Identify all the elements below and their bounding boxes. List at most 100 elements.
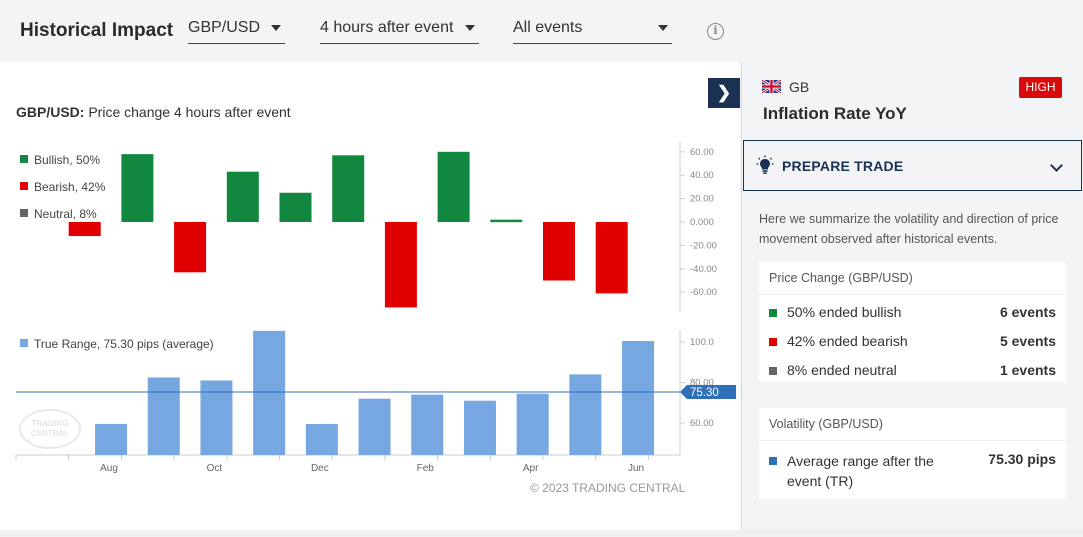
price-y-tick-label: 20.00 (690, 194, 714, 205)
lightbulb-icon (756, 155, 774, 174)
range-x-tick-label: Apr (523, 463, 539, 474)
true-range-bar (622, 340, 655, 455)
range-x-tick-label: Aug (100, 463, 118, 474)
price-change-bar (68, 222, 101, 237)
price-legend-label: Bearish, 42% (34, 180, 106, 194)
range-x-tick-label: Oct (207, 463, 223, 474)
price-y-tick-label: -40.00 (690, 264, 717, 275)
price-change-row-bullish: 50% ended bullish 6 events (759, 298, 1066, 327)
chart-area: GBP/USD: Price change 4 hours after even… (0, 62, 740, 530)
trading-central-watermark: TRADING CENTRAL (19, 409, 81, 449)
true-range-bar (411, 394, 444, 455)
volatility-heading: Volatility (GBP/USD) (759, 408, 1066, 441)
volatility-value: 75.30 pips (988, 451, 1056, 467)
chevron-down-icon (465, 25, 475, 31)
bullish-legend-square (769, 309, 777, 317)
price-change-list: 50% ended bullish 6 events 42% ended bea… (759, 295, 1066, 385)
svg-text:CENTRAL: CENTRAL (31, 429, 69, 438)
events-select-value: All events (513, 19, 583, 36)
price-legend-swatch (20, 155, 28, 163)
volatility-card: Volatility (GBP/USD) Average range after… (759, 408, 1066, 499)
time-select[interactable]: 4 hours after event (320, 17, 479, 44)
neutral-legend-square (769, 367, 777, 375)
true-range-bar (463, 400, 496, 455)
row-value: 6 events (999, 304, 1056, 320)
price-change-bar (121, 154, 154, 222)
pair-select[interactable]: GBP/USD (188, 17, 285, 44)
price-change-bar (384, 222, 417, 308)
expand-panel-button[interactable]: ❯ (708, 78, 740, 108)
price-change-bar (226, 171, 259, 222)
price-y-tick-label: -20.00 (690, 240, 717, 251)
page-title: Historical Impact (20, 20, 174, 41)
true-range-bar (516, 393, 549, 455)
range-x-tick-label: Jun (628, 463, 644, 474)
price-y-tick-label: 0.000 (690, 217, 714, 228)
price-legend-label: Neutral, 8% (34, 207, 97, 221)
price-change-bar (595, 222, 628, 294)
pair-select-value: GBP/USD (188, 19, 261, 36)
price-change-row-bearish: 42% ended bearish 5 events (759, 327, 1066, 356)
price-legend-swatch (20, 209, 28, 217)
info-icon[interactable]: i (707, 23, 724, 40)
row-label: 50% ended bullish (787, 304, 902, 320)
event-name: Inflation Rate YoY (763, 104, 907, 123)
price-change-bar (437, 151, 470, 222)
price-y-tick-label: 60.00 (690, 147, 714, 158)
volatility-label: Average range after the event (TR) (787, 453, 934, 489)
country-code: GB (789, 79, 810, 95)
summary-text: Here we summarize the volatility and dir… (759, 212, 1059, 246)
event-panel: GB HIGH Inflation Rate YoY PREPARE TRADE… (741, 62, 1083, 530)
price-change-card: Price Change (GBP/USD) 50% ended bullish… (759, 262, 1066, 382)
true-range-bar (569, 374, 602, 455)
price-change-bar (332, 155, 365, 222)
time-select-value: 4 hours after event (320, 19, 454, 36)
true-range-bar (200, 380, 233, 455)
price-change-heading: Price Change (GBP/USD) (759, 262, 1066, 295)
row-label: 8% ended neutral (787, 362, 897, 378)
price-y-tick-label: -60.00 (690, 287, 717, 298)
chart-title: GBP/USD: Price change 4 hours after even… (16, 104, 291, 120)
prepare-trade-toggle[interactable]: PREPARE TRADE (743, 140, 1082, 191)
price-change-bar (490, 219, 523, 223)
chevron-down-icon (1050, 159, 1063, 172)
row-value: 5 events (999, 333, 1056, 349)
range-y-tick-label: 100.0 (690, 337, 714, 348)
toolbar: Historical Impact GBP/USD 4 hours after … (0, 0, 1083, 62)
volatility-row: Average range after the event (TR) 75.30… (759, 441, 1066, 497)
svg-text:TRADING: TRADING (32, 419, 68, 428)
price-legend-label: Bullish, 50% (34, 153, 100, 167)
row-label: 42% ended bearish (787, 333, 908, 349)
price-change-bar (279, 192, 312, 222)
impact-badge: HIGH (1019, 77, 1062, 98)
range-y-tick-label: 60.00 (690, 418, 714, 429)
range-legend-swatch (20, 339, 28, 347)
bearish-legend-square (769, 338, 777, 346)
range-x-tick-label: Feb (417, 463, 435, 474)
chevron-right-icon: ❯ (716, 83, 732, 102)
price-change-bar (543, 222, 575, 281)
true-range-bar (147, 377, 180, 455)
chart-title-pair: GBP/USD: (16, 104, 85, 120)
true-range-bar (358, 398, 391, 455)
events-select[interactable]: All events (513, 17, 672, 44)
charts-svg: TRADING CENTRAL 60.00 40.00 20.00 0.000 -20.… (15, 142, 736, 474)
range-legend-label: True Range, 75.30 pips (average) (34, 337, 214, 351)
prepare-trade-label: PREPARE TRADE (782, 158, 904, 174)
chart-title-description: Price change 4 hours after event (88, 104, 291, 120)
price-y-tick-label: 40.00 (690, 170, 714, 181)
average-range-label: 75.30 (690, 387, 719, 399)
range-x-tick-label: Dec (311, 463, 329, 474)
chevron-down-icon (271, 25, 281, 31)
copyright: © 2023 TRADING CENTRAL (530, 481, 686, 495)
chevron-down-icon (658, 25, 668, 31)
price-change-bar (174, 222, 207, 273)
row-value: 1 events (999, 362, 1056, 378)
price-legend-swatch (20, 182, 28, 190)
true-range-bar (305, 424, 338, 455)
bottom-strip (0, 530, 1083, 537)
price-change-row-neutral: 8% ended neutral 1 events (759, 356, 1066, 385)
true-range-bar (253, 330, 286, 455)
true-range-bar (95, 424, 128, 455)
range-y-tick-label: 80.00 (690, 378, 714, 389)
